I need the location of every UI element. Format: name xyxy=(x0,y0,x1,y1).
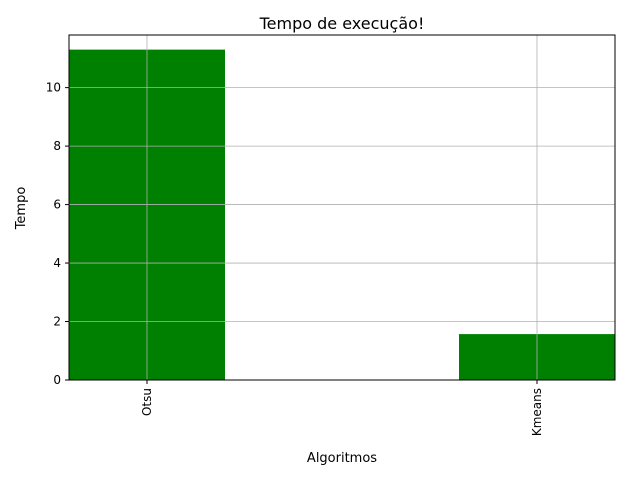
y-tick-label: 8 xyxy=(53,139,61,153)
chart-title: Tempo de execução! xyxy=(259,14,425,33)
y-tick-label: 0 xyxy=(53,373,61,387)
x-tick-label-kmeans: Kmeans xyxy=(530,388,544,436)
y-tick-label: 4 xyxy=(53,256,61,270)
y-tick-label: 10 xyxy=(46,81,61,95)
x-axis-label: Algoritmos xyxy=(307,451,377,466)
y-axis-label: Tempo xyxy=(14,187,29,231)
y-tick-label: 6 xyxy=(53,198,61,212)
x-axis: Otsu Kmeans xyxy=(140,380,544,436)
grid-lines xyxy=(69,35,615,380)
plot-frame xyxy=(68,34,616,381)
x-tick-label-otsu: Otsu xyxy=(140,388,154,416)
y-axis: 0 2 4 6 8 10 xyxy=(46,81,69,387)
y-tick-label: 2 xyxy=(53,315,61,329)
